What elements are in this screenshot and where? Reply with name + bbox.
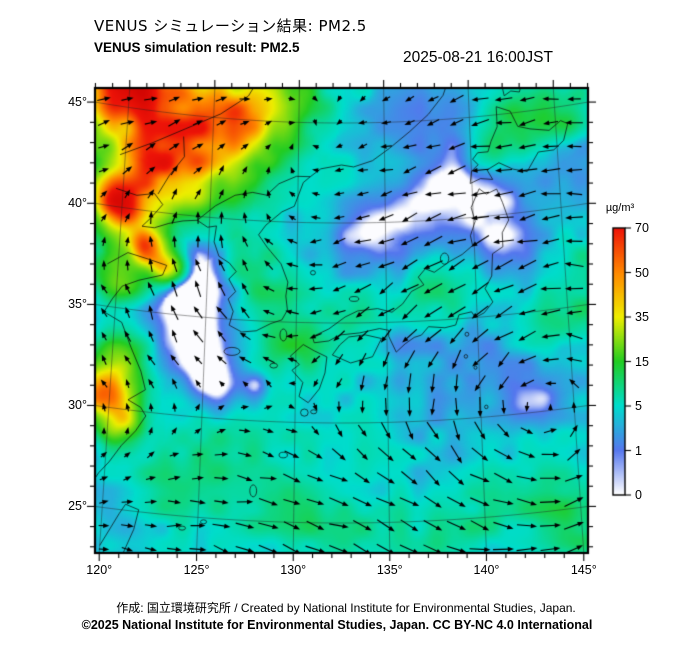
colorbar-tick-label: 15 — [635, 354, 649, 369]
colorbar-tick-label: 0 — [635, 488, 642, 502]
credit-line: 作成: 国立環境研究所 / Created by National Instit… — [116, 601, 576, 615]
lat-tick-label: 40° — [68, 196, 87, 211]
title-english: VENUS simulation result: PM2.5 — [94, 40, 300, 55]
title-japanese: VENUS シミュレーション結果: PM2.5 — [94, 17, 367, 35]
lon-tick-label: 120° — [86, 563, 113, 577]
lat-tick-label: 30° — [68, 398, 87, 413]
colorbar-tick-label: 5 — [635, 399, 642, 413]
colorbar-tick-label: 70 — [635, 221, 649, 235]
lat-tick-label: 45° — [68, 95, 87, 110]
colorbar-tick-label: 35 — [635, 310, 649, 324]
license-line: ©2025 National Institute for Environment… — [81, 618, 593, 632]
lon-tick-label: 135° — [376, 563, 403, 577]
lon-tick-label: 125° — [183, 563, 210, 577]
colorbar-tick-label: 50 — [635, 265, 649, 280]
colorbar-tick-label: 1 — [635, 443, 642, 458]
colorbar-unit: µg/m³ — [605, 202, 635, 214]
lon-tick-label: 140° — [473, 563, 500, 577]
lat-tick-label: 25° — [68, 499, 87, 514]
lon-tick-label: 145° — [570, 563, 597, 577]
lon-tick-label: 130° — [280, 563, 307, 577]
timestamp: 2025-08-21 16:00JST — [403, 49, 553, 66]
lat-tick-label: 35° — [68, 297, 87, 312]
